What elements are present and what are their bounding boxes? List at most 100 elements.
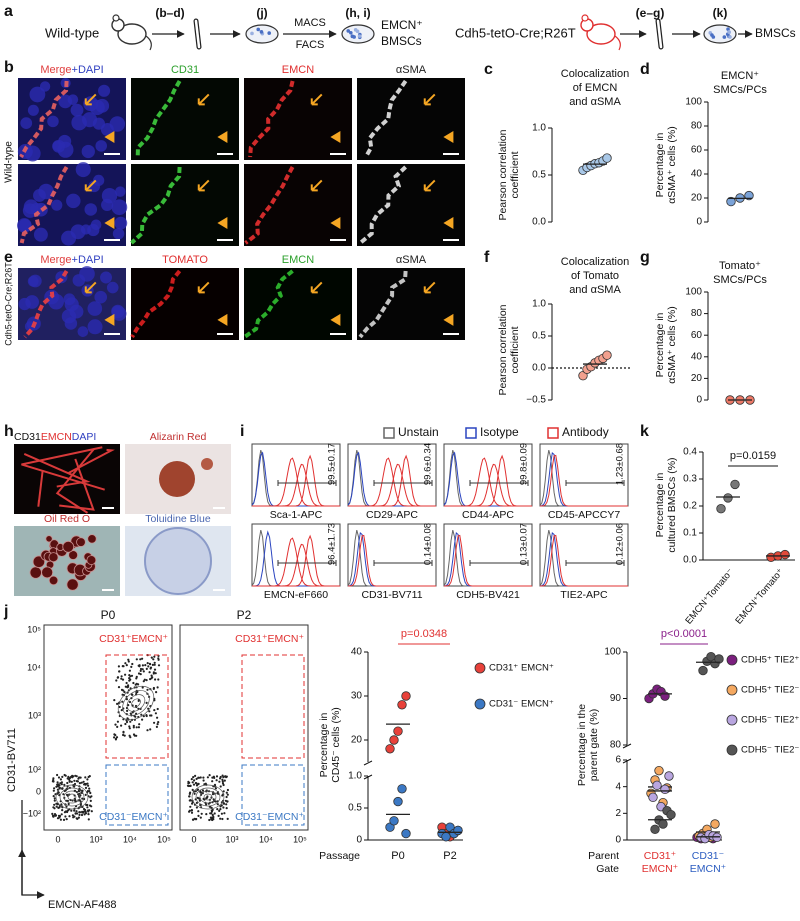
chart-title: of Tomato: [571, 270, 619, 282]
event-dot: [125, 720, 129, 724]
event-dot: [225, 807, 228, 810]
event-dot: [149, 667, 152, 670]
event-dot: [114, 734, 117, 737]
micrograph: [18, 266, 127, 340]
mouse-ear: [581, 14, 589, 22]
y-tick-label: 20: [691, 373, 703, 384]
event-dot: [152, 658, 155, 661]
event-dot: [153, 663, 156, 666]
image-title: Alizarin Red: [150, 431, 207, 443]
chart-title: Tomato⁺: [719, 260, 761, 272]
header-part: +DAPI: [72, 254, 104, 266]
event-dot: [60, 783, 63, 786]
event-dot: [141, 686, 144, 689]
nucleus: [79, 266, 95, 282]
event-dot: [75, 810, 78, 813]
event-dot: [60, 803, 63, 806]
y-axis-label: parent gate (%): [588, 709, 600, 781]
nucleus: [106, 281, 119, 294]
column-header: αSMA: [396, 254, 427, 266]
x-tick-label: P0: [391, 850, 404, 862]
nucleus: [23, 199, 39, 215]
event-dot: [85, 803, 88, 807]
event-dot: [56, 781, 59, 784]
event-dot: [52, 789, 55, 792]
event-dot: [197, 776, 201, 779]
x-tick-label: P2: [443, 850, 456, 862]
event-dot: [89, 799, 92, 803]
percentage-label: 99.6±0.34: [423, 443, 434, 485]
event-dot: [113, 699, 116, 702]
event-dot: [70, 780, 73, 783]
event-dot: [189, 799, 192, 802]
legend-label: CDH5⁻ TIE2⁺: [741, 715, 799, 726]
event-dot: [59, 778, 63, 781]
event-dot: [60, 781, 64, 784]
y-tick-label: 1.0: [532, 299, 546, 310]
event-dot: [73, 815, 76, 818]
event-dot: [193, 779, 196, 782]
histogram-curve: [252, 454, 340, 507]
panel-letter: g: [640, 249, 650, 266]
y-tick-label: 60: [691, 145, 703, 156]
micrograph: [244, 164, 352, 246]
event-dot: [66, 785, 69, 788]
p-value: p<0.0001: [661, 628, 707, 640]
event-dot: [135, 677, 138, 680]
data-point: [730, 479, 740, 490]
y-tick-label: 0: [356, 835, 362, 846]
event-dot: [128, 669, 131, 672]
event-dot: [126, 709, 129, 713]
y-tick-label: 0.4: [683, 447, 697, 458]
legend-label: CDH5⁺ TIE2⁺: [741, 655, 799, 666]
image-background: [131, 164, 239, 246]
nucleus: [111, 199, 128, 216]
data-point: [652, 780, 662, 791]
label: EMCN⁺: [381, 18, 423, 32]
nucleus: [25, 295, 39, 309]
x-tick-label: 10⁴: [123, 834, 137, 844]
percentage-label: 96.4±1.73: [327, 523, 338, 565]
event-dot: [219, 817, 222, 820]
y-axis-label: Percentage in: [654, 472, 666, 537]
header-part: Merge: [40, 64, 71, 76]
event-dot: [206, 776, 209, 779]
gate: [565, 560, 625, 566]
chart-title: and αSMA: [569, 96, 621, 108]
event-dot: [226, 817, 229, 821]
x-tick-label: CD31⁺: [644, 850, 676, 862]
image-title: Oil Red O: [44, 513, 90, 525]
event-dot: [65, 818, 68, 821]
density-contour: [55, 784, 89, 810]
vessel-signal: [135, 80, 182, 158]
y-axis-label: Pearson correlation: [497, 304, 509, 395]
image-background: [357, 78, 465, 160]
event-dot: [152, 671, 155, 674]
event-dot: [199, 816, 202, 819]
cell: [349, 31, 353, 35]
pointer-arrow: [423, 179, 436, 192]
column-header: Merge+DAPI: [40, 254, 103, 266]
nucleus: [75, 162, 91, 178]
percentage-label: 0.12±0.06: [615, 523, 626, 565]
axis-break: [363, 760, 373, 780]
column-header: EMCN: [282, 64, 314, 76]
legend-swatch: [726, 744, 738, 756]
event-dot: [221, 817, 224, 821]
event-dot: [135, 734, 138, 737]
event-dot: [218, 809, 221, 813]
event-dot: [67, 802, 70, 806]
data-point: [780, 549, 790, 560]
gate: [469, 480, 529, 486]
y-axis-label: Percentage in: [318, 712, 330, 777]
event-dot: [118, 705, 121, 709]
legend-label: Unstain: [398, 425, 439, 439]
event-dot: [209, 812, 212, 815]
event-dot: [128, 725, 131, 728]
gate-box: [241, 654, 305, 759]
event-dot: [55, 785, 58, 788]
pointer-head: [443, 131, 454, 144]
y-tick-label: 100: [604, 647, 621, 658]
dish: [341, 24, 375, 44]
